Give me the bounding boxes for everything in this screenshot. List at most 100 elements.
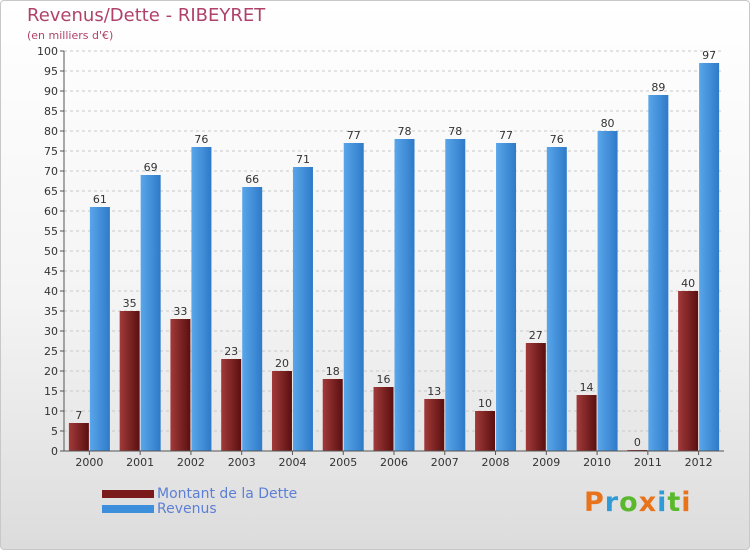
axes: 0510152025303540455055606570758085909510…: [37, 45, 724, 469]
logo-letter: i: [657, 487, 668, 518]
bar-dette-2004: [271, 371, 292, 451]
data-label-revenus-2009: 76: [550, 133, 564, 146]
x-tick-label-2010: 2010: [583, 456, 611, 469]
x-tick-label-2012: 2012: [685, 456, 713, 469]
bar-dette-2005: [322, 379, 343, 451]
y-tick-label: 65: [44, 185, 58, 198]
data-label-dette-2007: 13: [427, 385, 441, 398]
bar-revenus-2008: [496, 143, 517, 451]
y-tick-label: 70: [44, 165, 58, 178]
data-label-revenus-2002: 76: [194, 133, 208, 146]
chart-subtitle: (en milliers d'€): [27, 29, 114, 42]
y-tick-label: 50: [44, 245, 58, 258]
bar-dette-2009: [525, 343, 546, 451]
y-tick-label: 95: [44, 65, 58, 78]
chart-title: Revenus/Dette - RIBEYRET: [27, 5, 266, 26]
y-tick-label: 85: [44, 105, 58, 118]
x-tick-label-2000: 2000: [75, 456, 103, 469]
bar-revenus-2003: [242, 187, 263, 451]
y-tick-label: 35: [44, 305, 58, 318]
bars: 7 61 35 69 33 76 23 66 20 71 18 77 16 78 13 78 10 77 27 76 1…: [68, 49, 720, 451]
legend-label-dette: Montant de la Dette: [157, 486, 298, 502]
data-label-dette-2010: 14: [580, 381, 594, 394]
bar-dette-2007: [424, 399, 445, 451]
data-label-dette-2005: 18: [326, 365, 340, 378]
bar-revenus-2012: [699, 63, 720, 451]
y-tick-label: 90: [44, 85, 58, 98]
bar-revenus-2002: [191, 147, 212, 451]
x-tick-label-2001: 2001: [126, 456, 154, 469]
data-label-revenus-2003: 66: [245, 173, 259, 186]
data-label-dette-2006: 16: [377, 373, 391, 386]
legend-swatch-revenus: [102, 505, 154, 513]
bar-revenus-2009: [546, 147, 567, 451]
y-tick-label: 80: [44, 125, 58, 138]
data-label-dette-2011: 0: [634, 436, 641, 449]
logo-letter: P: [584, 487, 605, 518]
bar-dette-2002: [170, 319, 191, 451]
x-tick-label-2008: 2008: [482, 456, 510, 469]
bar-revenus-2005: [343, 143, 364, 451]
data-label-revenus-2000: 61: [93, 193, 107, 206]
logo-letter: r: [604, 487, 620, 518]
bar-dette-2003: [221, 359, 242, 451]
data-label-revenus-2008: 77: [499, 129, 513, 142]
logo-letter: x: [638, 487, 658, 518]
bar-revenus-2011: [648, 95, 669, 451]
logo-letter: t: [667, 487, 682, 518]
bar-dette-2012: [678, 291, 699, 451]
bar-revenus-2007: [445, 139, 466, 451]
data-label-dette-2000: 7: [75, 409, 82, 422]
y-tick-label: 60: [44, 205, 58, 218]
y-tick-label: 25: [44, 345, 58, 358]
x-tick-label-2007: 2007: [431, 456, 459, 469]
data-label-dette-2001: 35: [123, 297, 137, 310]
data-label-revenus-2001: 69: [144, 161, 158, 174]
logo-letter: o: [619, 487, 639, 518]
data-label-revenus-2004: 71: [296, 153, 310, 166]
bar-revenus-2001: [140, 175, 161, 451]
y-tick-label: 30: [44, 325, 58, 338]
logo-letter: i: [681, 487, 692, 518]
bar-dette-2000: [68, 423, 89, 451]
x-tick-label-2011: 2011: [634, 456, 662, 469]
bar-dette-2008: [475, 411, 496, 451]
data-label-revenus-2007: 78: [448, 125, 462, 138]
y-tick-label: 75: [44, 145, 58, 158]
x-tick-label-2005: 2005: [329, 456, 357, 469]
y-tick-label: 100: [37, 45, 58, 58]
y-tick-label: 15: [44, 385, 58, 398]
data-label-dette-2009: 27: [529, 329, 543, 342]
y-tick-label: 5: [51, 425, 58, 438]
proxiti-logo: Proxiti: [584, 487, 692, 518]
data-label-dette-2002: 33: [173, 305, 187, 318]
y-tick-label: 55: [44, 225, 58, 238]
bar-dette-2001: [119, 311, 140, 451]
bar-revenus-2006: [394, 139, 415, 451]
x-tick-label-2004: 2004: [278, 456, 306, 469]
data-label-revenus-2011: 89: [651, 81, 665, 94]
bar-revenus-2004: [292, 167, 313, 451]
grid-lines: [64, 50, 724, 452]
bar-revenus-2010: [597, 131, 618, 451]
x-tick-label-2002: 2002: [177, 456, 205, 469]
data-label-dette-2012: 40: [681, 277, 695, 290]
legend-swatch-dette: [102, 490, 154, 498]
data-label-revenus-2010: 80: [601, 117, 615, 130]
bar-revenus-2000: [89, 207, 110, 451]
data-label-dette-2003: 23: [224, 345, 238, 358]
x-tick-label-2006: 2006: [380, 456, 408, 469]
data-label-dette-2008: 10: [478, 397, 492, 410]
x-tick-label-2009: 2009: [532, 456, 560, 469]
data-label-revenus-2012: 97: [702, 49, 716, 62]
x-tick-label-2003: 2003: [228, 456, 256, 469]
y-tick-label: 20: [44, 365, 58, 378]
y-tick-label: 40: [44, 285, 58, 298]
y-tick-label: 0: [51, 445, 58, 458]
y-tick-label: 10: [44, 405, 58, 418]
bar-dette-2006: [373, 387, 394, 451]
legend-label-revenus: Revenus: [157, 501, 217, 517]
data-label-dette-2004: 20: [275, 357, 289, 370]
